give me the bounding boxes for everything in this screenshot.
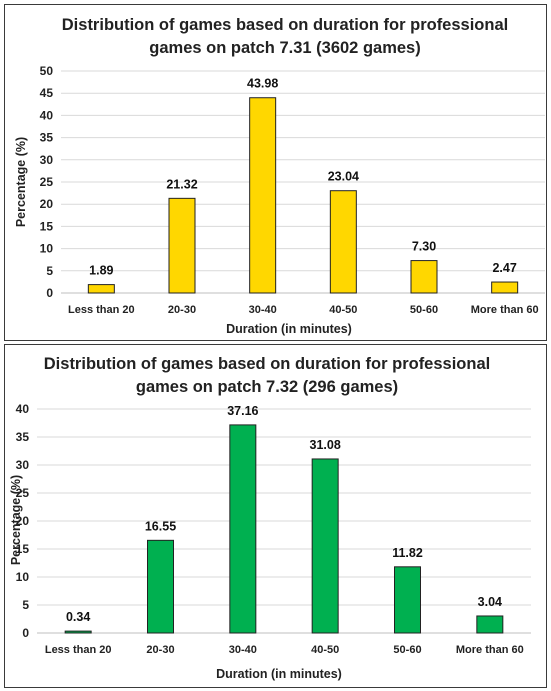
- chart-panel-patch-731: Distribution of games based on duration …: [4, 4, 547, 341]
- data-label: 43.98: [247, 77, 278, 91]
- bar: [87, 284, 115, 294]
- bar: [147, 539, 174, 634]
- bar: [394, 566, 421, 634]
- x-tick-label: 20-30: [146, 644, 174, 656]
- y-tick-label: 10: [16, 570, 30, 584]
- chart-731: Distribution of games based on duration …: [14, 16, 545, 336]
- y-tick-label: 35: [40, 131, 54, 145]
- chart-title-line1: Distribution of games based on duration …: [62, 16, 508, 34]
- y-tick-label: 5: [22, 598, 29, 612]
- y-tick-label: 40: [40, 108, 54, 122]
- x-tick-label: More than 60: [456, 644, 524, 656]
- x-axis-label: Duration (in minutes): [216, 667, 342, 681]
- x-tick-label: 30-40: [249, 304, 277, 316]
- data-label: 11.82: [392, 546, 423, 560]
- x-tick-label: Less than 20: [68, 304, 135, 316]
- bar: [329, 190, 357, 294]
- bar: [491, 281, 519, 294]
- x-tick-label: 20-30: [168, 304, 196, 316]
- data-label: 1.89: [89, 264, 113, 278]
- data-label: 21.32: [166, 177, 197, 191]
- y-tick-label: 15: [16, 542, 30, 556]
- y-tick-label: 30: [40, 153, 54, 167]
- y-tick-label: 45: [40, 86, 54, 100]
- y-tick-label: 15: [40, 219, 54, 233]
- x-tick-label: 40-50: [311, 644, 339, 656]
- bar: [410, 260, 438, 294]
- y-tick-label: 25: [16, 486, 30, 500]
- y-tick-label: 35: [16, 430, 30, 444]
- x-tick-label: 30-40: [229, 644, 257, 656]
- data-label: 3.04: [478, 595, 502, 609]
- x-tick-label: 40-50: [329, 304, 357, 316]
- data-label: 7.30: [412, 240, 436, 254]
- y-tick-label: 40: [16, 402, 30, 416]
- chart-title-line2: games on patch 7.31 (3602 games): [149, 39, 420, 57]
- bar: [64, 630, 92, 634]
- y-axis-label: Percentage (%): [14, 137, 28, 227]
- data-label: 23.04: [328, 170, 359, 184]
- x-tick-label: More than 60: [471, 304, 539, 316]
- x-tick-label: 50-60: [393, 644, 421, 656]
- y-tick-label: 5: [46, 264, 53, 278]
- data-label: 16.55: [145, 519, 176, 533]
- chart-title-line2: games on patch 7.32 (296 games): [136, 378, 398, 396]
- y-tick-label: 50: [40, 64, 54, 78]
- plot-area: 0 5 10 15 20 25 30 35 40 45 50 1.89 Less than 20 21.3…: [40, 64, 545, 316]
- x-axis-label: Duration (in minutes): [226, 322, 352, 336]
- bar: [249, 97, 277, 294]
- chart-panel-patch-732: Distribution of games based on duration …: [4, 344, 547, 688]
- y-tick-label: 20: [40, 197, 54, 211]
- bar: [476, 615, 504, 634]
- data-label: 2.47: [492, 261, 516, 275]
- data-label: 37.16: [227, 404, 258, 418]
- bar: [229, 424, 257, 634]
- y-tick-label: 0: [22, 626, 29, 640]
- y-tick-label: 20: [16, 514, 30, 528]
- x-tick-label: Less than 20: [45, 644, 112, 656]
- y-tick-label: 0: [46, 286, 53, 300]
- data-label: 31.08: [310, 438, 341, 452]
- chart-title-line1: Distribution of games based on duration …: [44, 355, 490, 373]
- bar: [311, 458, 339, 634]
- x-tick-label: 50-60: [410, 304, 438, 316]
- y-tick-label: 25: [40, 175, 54, 189]
- chart-732: Distribution of games based on duration …: [9, 355, 531, 681]
- y-tick-label: 10: [40, 242, 54, 256]
- data-label: 0.34: [66, 610, 90, 624]
- bar: [168, 197, 196, 294]
- plot-area: 0 5 10 15 20 25 30 35 40 0.34 Less than 20 16.55 20-…: [16, 402, 531, 656]
- y-tick-label: 30: [16, 458, 30, 472]
- y-axis-label: Percentage (%): [9, 475, 23, 565]
